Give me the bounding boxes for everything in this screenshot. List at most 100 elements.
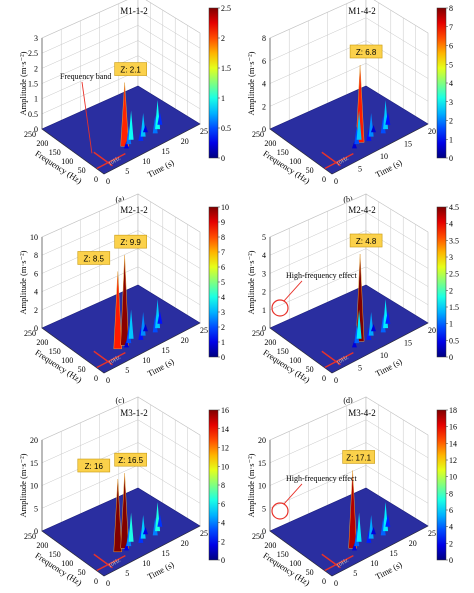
peak-spike <box>355 253 365 342</box>
colorbar-tick-label: 12 <box>449 456 457 465</box>
panel-title: M3-4-2 <box>348 408 376 418</box>
z-tick-label: 1 <box>262 306 266 315</box>
gridline <box>137 193 201 233</box>
time-tick-label: 5 <box>125 366 129 375</box>
colorbar-tick-label: 3 <box>221 308 225 317</box>
annotation-arrow <box>283 483 303 505</box>
panel-caption: (c) <box>116 396 125 405</box>
freq-tick-label: 0 <box>94 374 98 383</box>
colorbar-tick-label: 6 <box>449 42 453 51</box>
gridline <box>137 70 201 110</box>
band-line <box>96 152 126 170</box>
colorbar-tick-label: 1 <box>449 135 453 144</box>
z-tick-label: 2 <box>34 64 38 73</box>
gridline <box>373 0 429 34</box>
freq-tick-label: 250 <box>24 532 36 541</box>
panel-title: M2-4-2 <box>348 205 376 215</box>
freq-tick-label: 100 <box>61 157 73 166</box>
gridline <box>269 442 367 486</box>
colorbar-tick-label: 2.5 <box>449 270 459 279</box>
band-line <box>93 350 113 366</box>
colorbar-tick-label: 2 <box>221 34 225 43</box>
colorbar-tick-label: 7 <box>221 248 225 257</box>
minor-spike <box>366 327 372 340</box>
peak-label: Z: 17.1 <box>346 453 371 462</box>
z-tick-label: 5 <box>262 504 266 513</box>
time-tick-label: 15 <box>404 140 412 149</box>
peak-label-box <box>114 234 147 249</box>
minor-spike <box>157 514 163 527</box>
minor-spike <box>123 340 129 348</box>
colorbar-tick-label: 0 <box>449 154 453 163</box>
time-tick-label: 25 <box>200 127 208 136</box>
amplitude-axis-label: Amplitude (m·s⁻²) <box>18 250 28 314</box>
colorbar-tick-label: 2.5 <box>221 4 231 13</box>
gridline <box>365 419 429 458</box>
minor-spike <box>385 311 391 324</box>
freq-tick-label: 250 <box>24 329 36 338</box>
peak-spike <box>120 473 129 549</box>
gridline <box>41 419 139 463</box>
gridline <box>145 0 201 34</box>
time-tick-label: 25 <box>200 529 208 538</box>
time-tick-label: 15 <box>390 549 398 558</box>
colorbar-tick-label: 0 <box>449 353 453 362</box>
annotation-text: High-frequency effect <box>286 271 357 280</box>
freq-tick-label: 200 <box>36 541 48 550</box>
gridline <box>269 396 367 441</box>
freq-tick-label: 0 <box>322 374 326 383</box>
colorbar-tick-label: 14 <box>449 439 457 448</box>
freq-tick-label: 50 <box>78 568 86 577</box>
time-tick-label: 0 <box>106 579 110 588</box>
time-tick-label: 0 <box>106 177 110 186</box>
freq-tick-label: 100 <box>61 559 73 568</box>
colorbar-tick-label: 1 <box>221 338 225 347</box>
time-tick-label: 0 <box>106 376 110 385</box>
band-line <box>321 151 341 167</box>
freq-tick-label: 150 <box>277 347 289 356</box>
gridline <box>269 0 356 39</box>
time-tick-label: 25 <box>428 529 436 538</box>
time-tick-label: 15 <box>162 147 170 156</box>
peak-label-box <box>349 44 383 59</box>
z-tick-label: 10 <box>30 482 38 491</box>
panel-title: M2-1-2 <box>120 205 148 215</box>
z-tick-label: 2 <box>262 102 266 111</box>
peak-label: Z: 4.8 <box>356 237 377 246</box>
gridline <box>41 40 139 84</box>
time-tick-label: 5 <box>358 165 362 174</box>
axis-edge <box>331 525 429 577</box>
gridline <box>269 193 367 238</box>
minor-spike <box>385 112 391 125</box>
axis-edge <box>103 525 201 577</box>
colorbar-tick-label: 1.5 <box>221 64 231 73</box>
freq-tick-label: 250 <box>252 532 264 541</box>
axis-edge <box>269 128 333 175</box>
time-tick-label: 20 <box>181 539 189 548</box>
amplitude-axis-label: Amplitude (m·s⁻²) <box>18 51 28 115</box>
panel-title: M1-1-2 <box>120 6 148 16</box>
gridline <box>41 25 139 69</box>
minor-spike <box>356 512 362 542</box>
minor-spike <box>157 112 163 125</box>
colorbar-tick-label: 6 <box>449 506 453 515</box>
freq-tick-label: 50 <box>306 568 314 577</box>
band-line <box>321 553 341 569</box>
freq-tick-label: 150 <box>49 550 61 559</box>
peak-label: Z: 8.5 <box>84 254 105 263</box>
colorbar-tick-label: 2 <box>221 537 225 546</box>
z-tick-label: 4 <box>262 251 266 260</box>
minor-spike <box>128 512 134 542</box>
colorbar-tick-label: 4.5 <box>449 203 459 212</box>
peak-spike <box>348 470 357 549</box>
minor-spike <box>142 324 148 332</box>
time-axis-label: Time (s) <box>374 356 404 378</box>
axis-edge <box>269 530 333 577</box>
gridline <box>41 211 139 256</box>
colorbar-tick-label: 8 <box>221 233 225 242</box>
colorbar-tick-label: 6 <box>221 500 225 509</box>
colorbar-tick-label: 2 <box>449 539 453 548</box>
z-tick-label: 2 <box>262 288 266 297</box>
peak-spike <box>120 82 129 147</box>
